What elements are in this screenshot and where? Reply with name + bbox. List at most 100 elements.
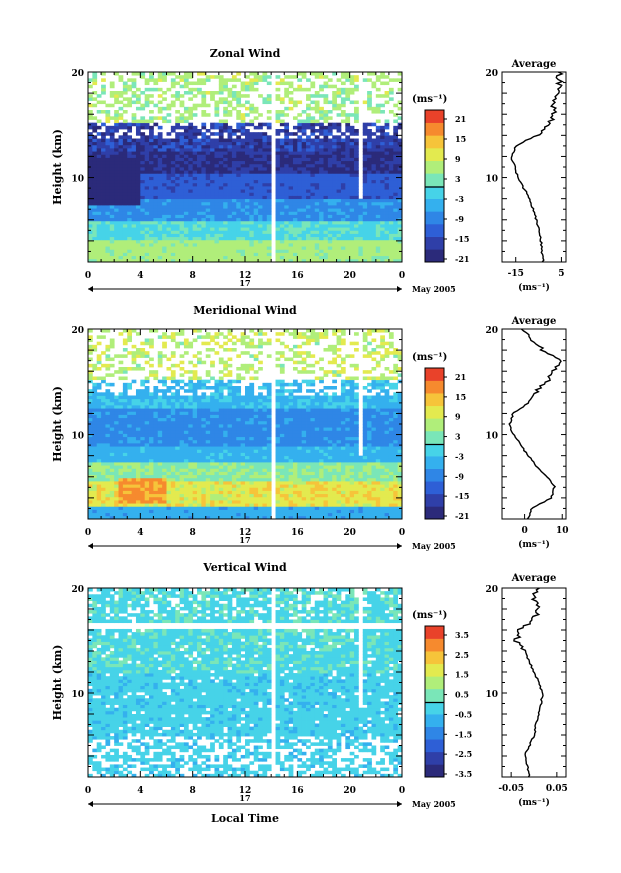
heatmap-cell	[192, 436, 198, 441]
heatmap-cell	[192, 154, 198, 158]
heatmap-cell	[166, 424, 172, 428]
heatmap-cell	[227, 230, 233, 234]
heatmap-cell	[153, 417, 159, 422]
heatmap-cell	[375, 252, 381, 257]
heatmap-cell	[319, 201, 324, 206]
heatmap-cell	[140, 398, 146, 403]
heatmap-cell	[140, 227, 146, 231]
heatmap-cell	[135, 405, 141, 409]
heatmap-cell	[197, 170, 202, 174]
heatmap-cell	[319, 176, 324, 181]
heatmap-cell	[144, 148, 150, 152]
heatmap-cell	[249, 106, 255, 111]
heatmap-cell	[218, 173, 224, 177]
heatmap-cell	[101, 189, 106, 193]
heatmap-cell	[175, 243, 180, 247]
heatmap-cell	[122, 214, 128, 219]
heatmap-cell	[292, 160, 298, 165]
heatmap-cell	[96, 132, 102, 136]
heatmap-cell	[183, 160, 189, 165]
colorbar-tick-label: 21	[455, 114, 466, 124]
heatmap-cell	[127, 398, 133, 403]
heatmap-cell	[92, 487, 98, 491]
heatmap-cell	[236, 157, 242, 162]
heatmap-cell	[292, 189, 298, 193]
heatmap-cell	[332, 227, 337, 231]
heatmap-cell	[227, 141, 233, 146]
heatmap-cell	[135, 144, 141, 149]
heatmap-cell	[170, 354, 176, 358]
heatmap-cell	[310, 195, 316, 200]
heatmap-cell	[214, 220, 220, 225]
heatmap-cell	[362, 214, 368, 219]
heatmap-cell	[253, 224, 259, 228]
heatmap-cell	[319, 170, 324, 174]
heatmap-cell	[253, 154, 259, 158]
heatmap-cell	[105, 436, 111, 441]
heatmap-cell	[393, 252, 399, 257]
heatmap-cell	[153, 462, 159, 466]
heatmap-cell	[131, 227, 137, 231]
heatmap-cell	[384, 91, 390, 95]
heatmap-cell	[166, 176, 172, 181]
heatmap-cell	[114, 167, 119, 171]
heatmap-cell	[192, 249, 198, 253]
heatmap-cell	[157, 138, 163, 143]
heatmap-cell	[371, 182, 377, 187]
heatmap-cell	[166, 201, 172, 206]
heatmap-cell	[96, 354, 102, 358]
heatmap-cell	[319, 72, 324, 76]
heatmap-cell	[231, 94, 237, 98]
heatmap-cell	[332, 233, 337, 238]
heatmap-cell	[284, 144, 290, 149]
heatmap-cell	[149, 144, 154, 149]
heatmap-cell	[284, 129, 290, 133]
heatmap-cell	[201, 386, 207, 390]
heatmap-cell	[140, 433, 146, 438]
heatmap-cell	[140, 198, 146, 203]
heatmap-cell	[310, 141, 316, 146]
heatmap-cell	[288, 214, 294, 219]
heatmap-cell	[301, 214, 307, 219]
colorbar-unit: (ms⁻¹)	[412, 94, 447, 105]
heatmap-cell	[192, 252, 198, 257]
heatmap-cell	[275, 239, 281, 244]
heatmap-cell	[340, 239, 346, 244]
heatmap-cell	[96, 477, 102, 482]
heatmap-cell	[393, 217, 399, 222]
heatmap-cell	[157, 379, 163, 384]
heatmap-cell	[166, 449, 172, 453]
heatmap-cell	[179, 395, 185, 400]
heatmap-cell	[162, 382, 167, 387]
heatmap-cell	[192, 329, 198, 333]
heatmap-cell	[127, 243, 133, 247]
heatmap-cell	[371, 208, 377, 212]
heatmap-cell	[192, 474, 198, 479]
heatmap-cell	[218, 84, 224, 89]
heatmap-cell	[162, 398, 167, 403]
heatmap-cell	[292, 208, 298, 212]
heatmap-cell	[245, 170, 250, 174]
heatmap-cell	[88, 490, 93, 495]
heatmap-cell	[393, 236, 399, 241]
heatmap-cell	[205, 91, 211, 95]
heatmap-cell	[275, 138, 281, 143]
heatmap-cell	[162, 481, 167, 485]
heatmap-cell	[105, 119, 111, 124]
heatmap-cell	[135, 249, 141, 253]
heatmap-cell	[96, 141, 102, 146]
heatmap-cell	[118, 157, 124, 162]
heatmap-cell	[109, 411, 115, 415]
heatmap-cell	[135, 348, 141, 352]
heatmap-cell	[192, 439, 198, 444]
heatmap-cell	[188, 243, 194, 247]
heatmap-cell	[227, 227, 233, 231]
heatmap-cell	[349, 211, 355, 215]
heatmap-cell	[306, 189, 311, 193]
heatmap-cell	[197, 141, 202, 146]
heatmap-cell	[345, 252, 351, 257]
heatmap-cell	[227, 252, 233, 257]
heatmap-cell	[249, 208, 255, 212]
heatmap-cell	[201, 246, 207, 250]
heatmap-cell	[88, 477, 93, 482]
